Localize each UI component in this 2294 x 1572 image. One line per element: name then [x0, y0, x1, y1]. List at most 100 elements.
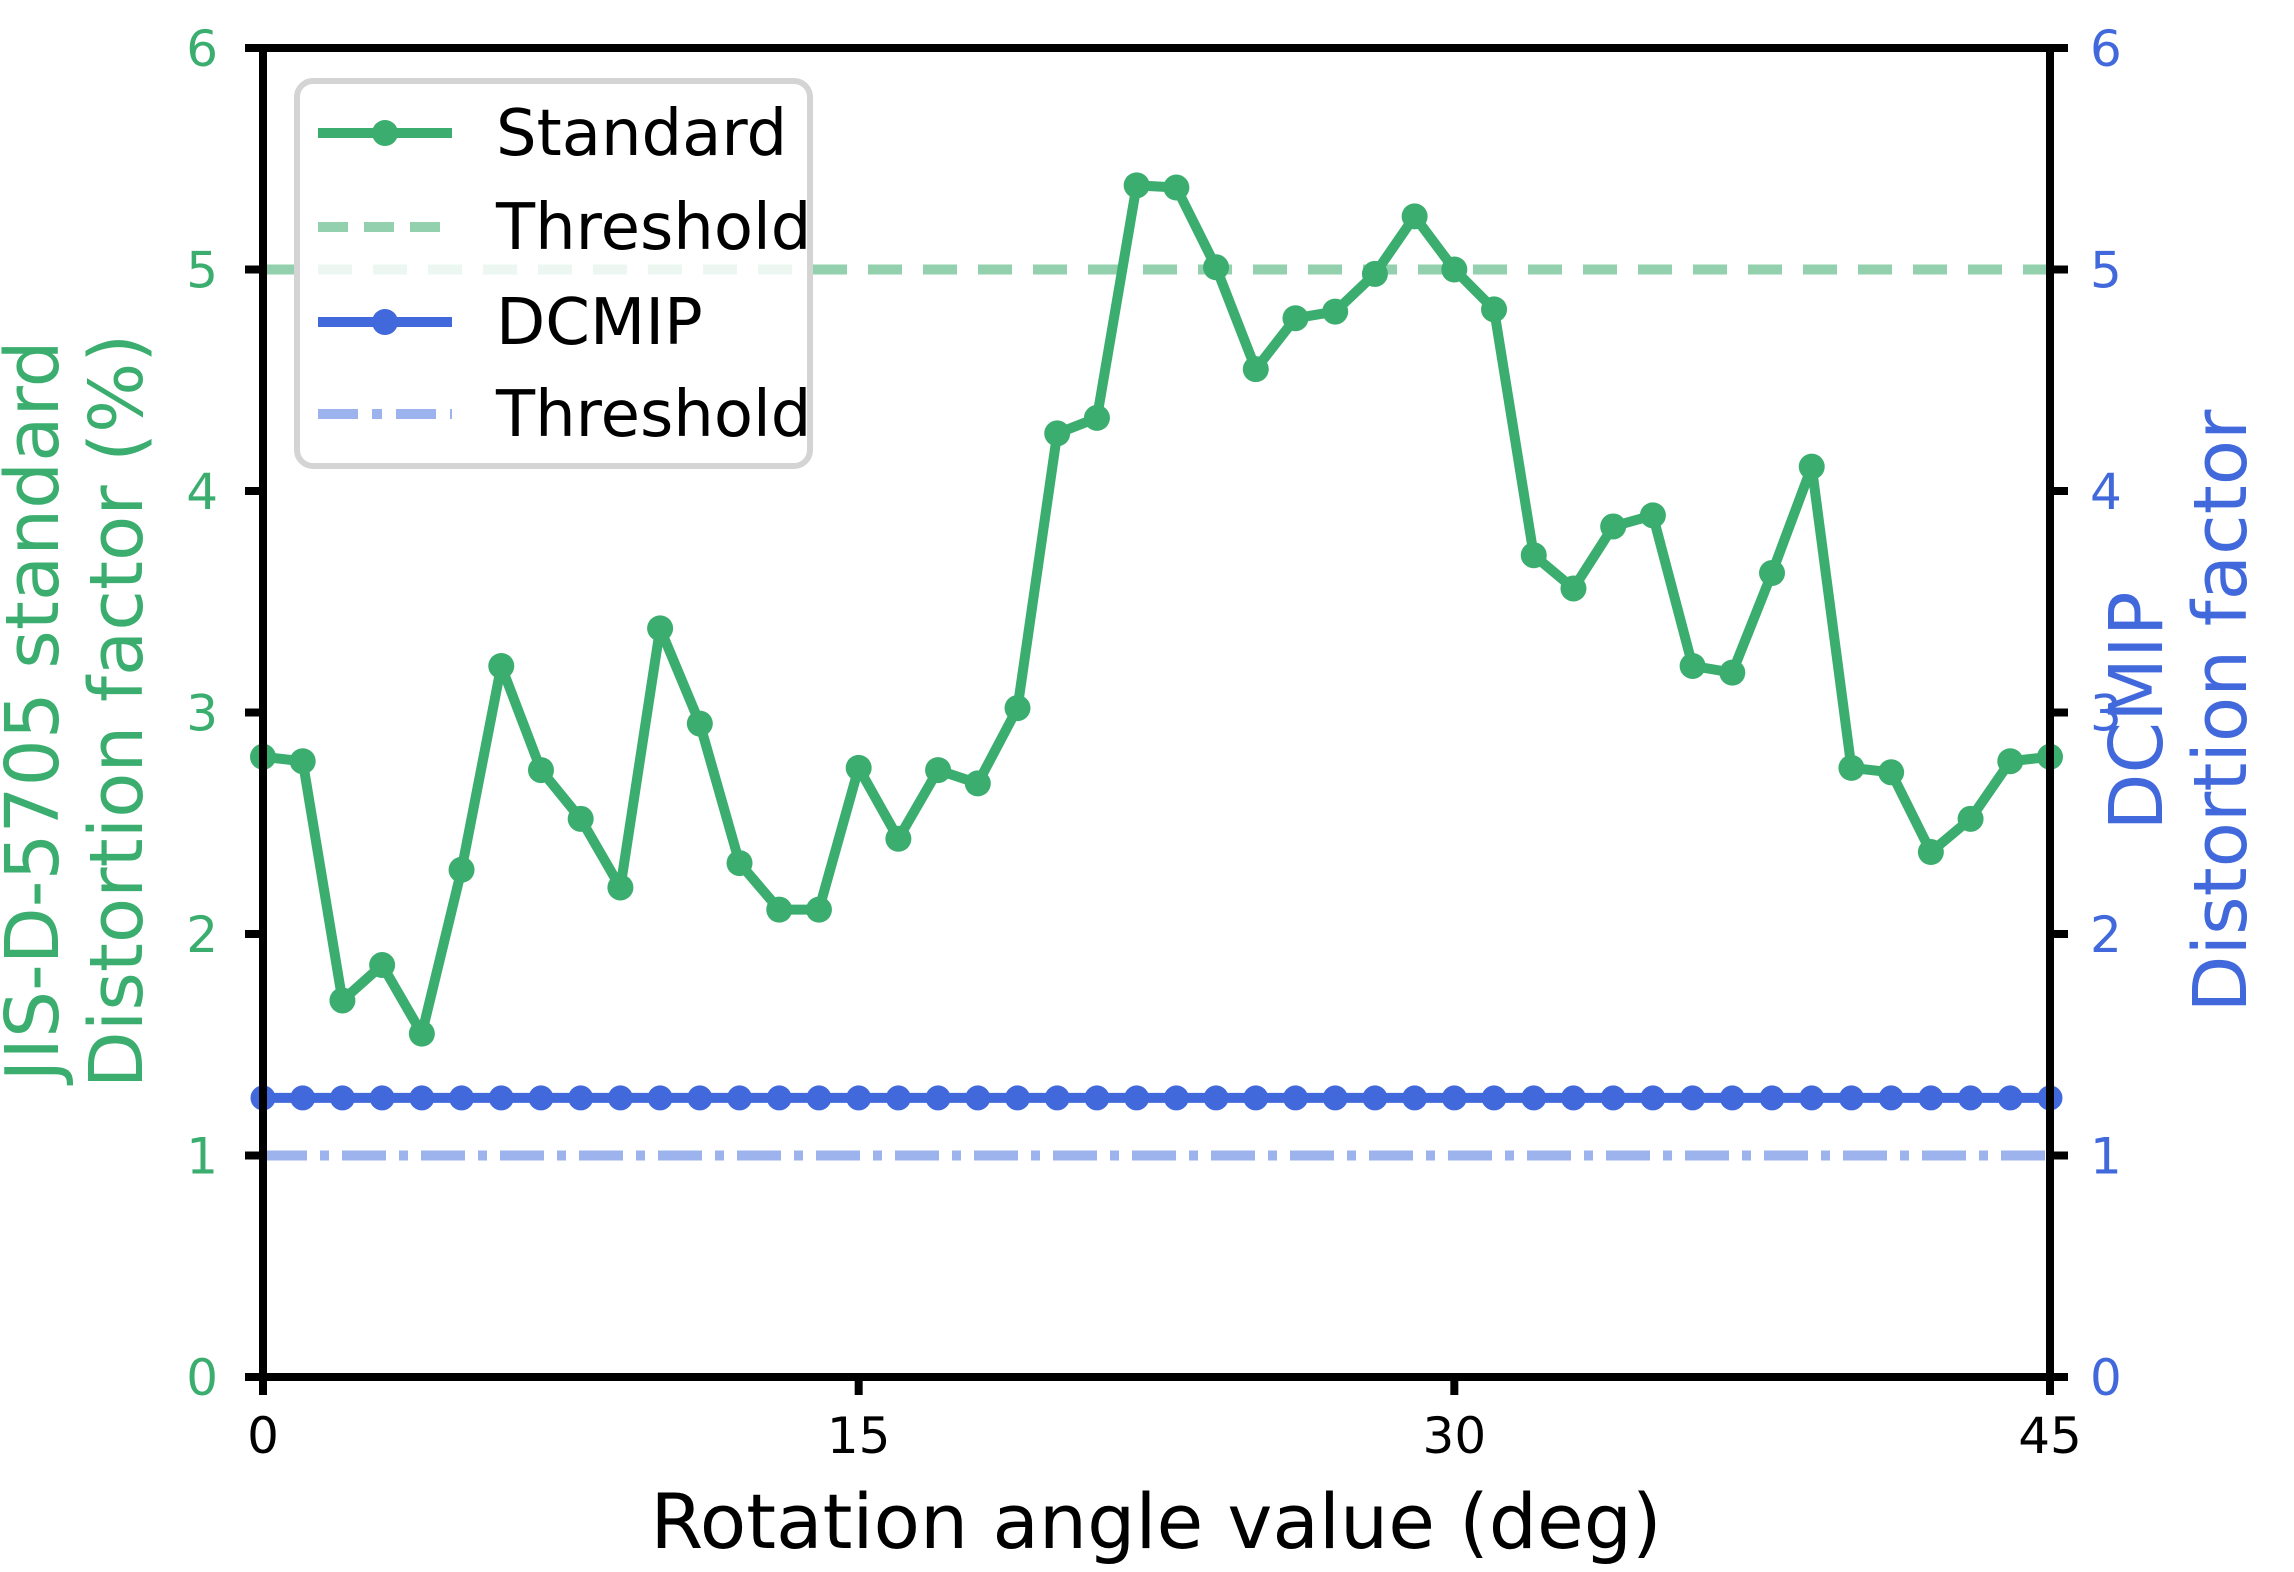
series-standard-marker — [1719, 659, 1746, 686]
series-standard-marker — [1203, 254, 1230, 281]
series-standard-marker — [845, 754, 872, 781]
y-tick-label-right: 6 — [2090, 20, 2122, 78]
y-axis-label-right-line1: DCMIP — [2094, 592, 2180, 831]
series-standard-marker — [1123, 172, 1150, 199]
series-standard — [250, 172, 2063, 1047]
series-standard-marker — [726, 850, 753, 877]
series-dcmip-marker — [727, 1085, 753, 1111]
y-tick-label-left: 3 — [186, 685, 218, 743]
series-standard-marker — [1957, 805, 1984, 832]
legend-label-standard: Standard — [496, 97, 787, 171]
series-dcmip-marker — [1282, 1085, 1308, 1111]
series-standard-marker — [925, 757, 952, 784]
series-dcmip-marker — [766, 1085, 792, 1111]
series-dcmip-marker — [1521, 1085, 1547, 1111]
series-dcmip-marker — [965, 1085, 991, 1111]
series-standard-marker — [1520, 542, 1547, 569]
y-tick-label-left: 2 — [186, 906, 218, 964]
series-dcmip-marker — [329, 1085, 355, 1111]
series-dcmip-marker — [806, 1085, 832, 1111]
legend-entry-dcmip: DCMIP — [318, 286, 703, 360]
legend-label-dcmip: DCMIP — [496, 286, 703, 360]
series-dcmip-marker — [1640, 1085, 1666, 1111]
y-tick-label-right: 4 — [2090, 463, 2122, 521]
series-standard-marker — [607, 874, 634, 901]
series-standard-marker — [1441, 256, 1468, 283]
data-series-layer — [250, 172, 2063, 1111]
series-standard-marker — [1401, 203, 1428, 230]
series-standard-marker — [1639, 502, 1666, 529]
series-dcmip-marker — [1680, 1085, 1706, 1111]
series-dcmip-marker — [290, 1085, 316, 1111]
series-standard-marker — [1679, 652, 1706, 679]
series-standard-marker — [766, 896, 793, 923]
series-standard-marker — [329, 987, 356, 1014]
series-dcmip-marker — [1362, 1085, 1388, 1111]
legend-entry-threshold-dcmip: Threshold — [318, 378, 811, 452]
series-standard-marker — [1560, 575, 1587, 602]
y-axis-label-left-line1: JIS-D-5705 standard — [0, 340, 76, 1085]
y-tick-label-left: 1 — [186, 1128, 218, 1186]
y-tick-label-right: 3 — [2090, 685, 2122, 743]
series-standard-marker — [1242, 356, 1269, 383]
series-dcmip-marker — [1719, 1085, 1745, 1111]
legend-label-threshold-dcmip: Threshold — [495, 378, 811, 452]
series-dcmip-marker — [488, 1085, 514, 1111]
series-standard-marker — [1083, 404, 1110, 431]
y-tick-label-right: 5 — [2090, 242, 2122, 300]
series-standard-marker — [1322, 298, 1349, 325]
x-tick-label: 45 — [2018, 1407, 2082, 1465]
series-dcmip-marker — [1600, 1085, 1626, 1111]
series-standard-marker — [1878, 759, 1905, 786]
series-dcmip-marker — [1918, 1085, 1944, 1111]
legend-box: Standard Threshold DCMIP Threshold — [294, 78, 813, 469]
series-dcmip-marker — [687, 1085, 713, 1111]
series-standard-marker — [1282, 305, 1309, 332]
series-standard-marker — [289, 748, 316, 775]
legend-label-threshold-standard: Threshold — [495, 191, 811, 265]
series-dcmip-marker — [607, 1085, 633, 1111]
x-tick-label: 30 — [1423, 1407, 1487, 1465]
series-dcmip-marker — [1005, 1085, 1031, 1111]
series-standard-marker — [488, 652, 515, 679]
series-standard-marker — [1600, 513, 1627, 540]
series-dcmip-marker — [1163, 1085, 1189, 1111]
series-standard-marker — [1163, 174, 1190, 201]
series-dcmip-marker — [1560, 1085, 1586, 1111]
series-standard-marker — [647, 615, 674, 642]
series-standard-marker — [1044, 420, 1071, 447]
series-dcmip-marker — [846, 1085, 872, 1111]
series-dcmip-marker — [369, 1085, 395, 1111]
x-axis-label: Rotation angle value (deg) — [650, 1477, 1661, 1566]
series-standard-marker — [805, 896, 832, 923]
series-dcmip-marker — [1243, 1085, 1269, 1111]
y-tick-label-right: 2 — [2090, 906, 2122, 964]
series-standard-marker — [527, 757, 554, 784]
legend-key-dcmip-marker — [372, 309, 398, 335]
y-tick-label-left: 4 — [186, 463, 218, 521]
series-standard-marker — [1004, 695, 1031, 722]
y-tick-label-left: 0 — [186, 1349, 218, 1407]
series-dcmip-marker — [409, 1085, 435, 1111]
y-axis-label-left-line2: Distortion factor (%) — [74, 334, 160, 1088]
legend-frame — [294, 78, 813, 469]
series-dcmip-marker — [1402, 1085, 1428, 1111]
series-standard-marker — [408, 1020, 435, 1047]
legend-key-standard-marker — [372, 120, 398, 146]
series-dcmip-marker — [1759, 1085, 1785, 1111]
series-standard-marker — [686, 710, 713, 737]
legend-entry-threshold-standard: Threshold — [318, 191, 811, 265]
x-tick-label: 0 — [247, 1407, 279, 1465]
series-dcmip-marker — [1203, 1085, 1229, 1111]
series-dcmip-marker — [528, 1085, 554, 1111]
series-standard-marker — [448, 856, 475, 883]
series-dcmip-marker — [1124, 1085, 1150, 1111]
y-tick-label-left: 6 — [186, 20, 218, 78]
series-standard-marker — [885, 825, 912, 852]
y-tick-label-left: 5 — [186, 242, 218, 300]
series-standard-marker — [1481, 296, 1508, 323]
series-dcmip-marker — [1878, 1085, 1904, 1111]
